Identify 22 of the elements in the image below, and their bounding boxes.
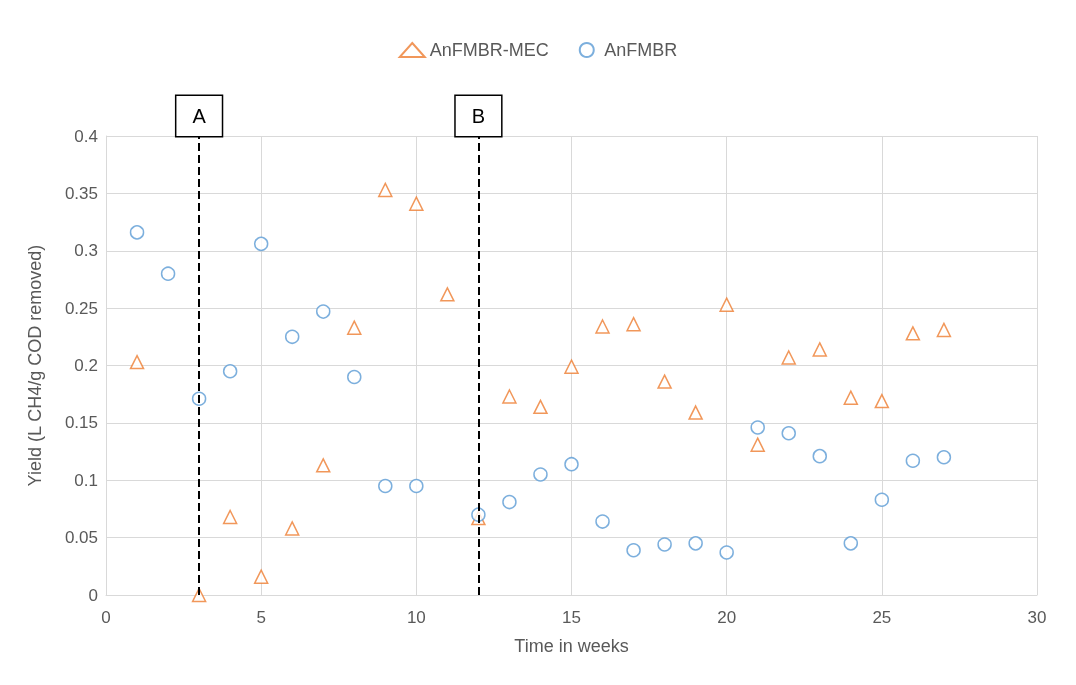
legend-label: AnFMBR (604, 40, 678, 60)
y-tick-label: 0.25 (64, 298, 98, 318)
x-tick-label: 5 (256, 608, 266, 627)
y-tick-label: 0.2 (74, 356, 98, 375)
x-tick-label: 0 (101, 608, 111, 627)
ref-line-label: B (471, 105, 486, 127)
x-tick-label: 20 (717, 608, 737, 627)
x-tick-label: 10 (406, 608, 426, 627)
y-tick-label: 0.4 (74, 126, 98, 146)
y-tick-label: 0.35 (64, 183, 98, 203)
y-tick-label: 0.05 (64, 528, 98, 548)
x-tick-label: 30 (1027, 608, 1047, 627)
legend-label: AnFMBR-MEC (429, 40, 549, 60)
y-tick-label: 0.15 (64, 413, 98, 433)
x-tick-label: 25 (872, 608, 892, 627)
y-tick-label: 0 (88, 585, 98, 605)
y-tick-label: 0.1 (74, 470, 98, 490)
x-axis-title: Time in weeks (514, 636, 629, 656)
x-tick-label: 15 (562, 608, 581, 627)
ref-line-label: A (192, 105, 207, 127)
y-tick-label: 0.3 (74, 241, 98, 261)
y-axis-title: Yield (L CH4/g COD removed) (25, 244, 45, 487)
